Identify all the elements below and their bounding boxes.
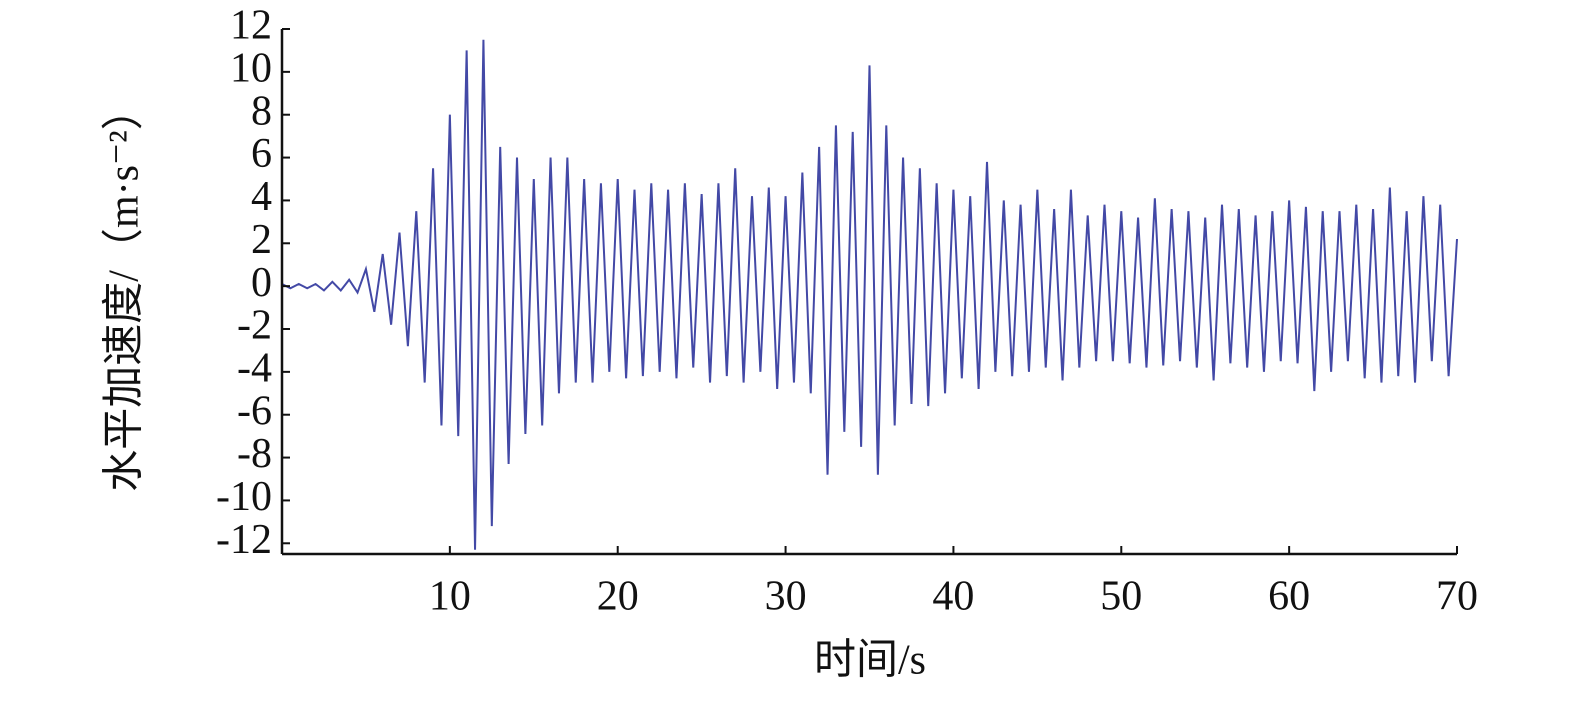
y-tick-label: 12: [230, 3, 272, 49]
y-tick-label: 8: [251, 88, 272, 134]
x-tick-label: 40: [932, 574, 974, 620]
y-tick-label: -8: [237, 431, 272, 477]
y-tick-label: 4: [251, 174, 272, 220]
x-tick-label: 70: [1436, 574, 1478, 620]
series-line: [281, 39, 1458, 550]
y-tick-label: 2: [251, 217, 272, 263]
y-tick-label: -4: [237, 345, 272, 391]
y-tick-label: 10: [230, 45, 272, 91]
x-tick-label: 10: [429, 574, 471, 620]
x-tick-label: 20: [597, 574, 639, 620]
y-tick-label: 6: [251, 131, 272, 177]
y-axis-label: 水平加速度/（m·s⁻²）: [102, 88, 148, 491]
y-tick-label: -10: [216, 474, 272, 520]
y-tick-label: 0: [251, 260, 272, 306]
x-tick-label: 50: [1100, 574, 1142, 620]
y-tick-label: -6: [237, 388, 272, 434]
x-tick-label: 60: [1268, 574, 1310, 620]
x-tick-label: 30: [765, 574, 807, 620]
x-axis-label: 时间/s: [814, 638, 926, 684]
y-tick-label: -12: [216, 517, 272, 563]
y-tick-label: -2: [237, 303, 272, 349]
